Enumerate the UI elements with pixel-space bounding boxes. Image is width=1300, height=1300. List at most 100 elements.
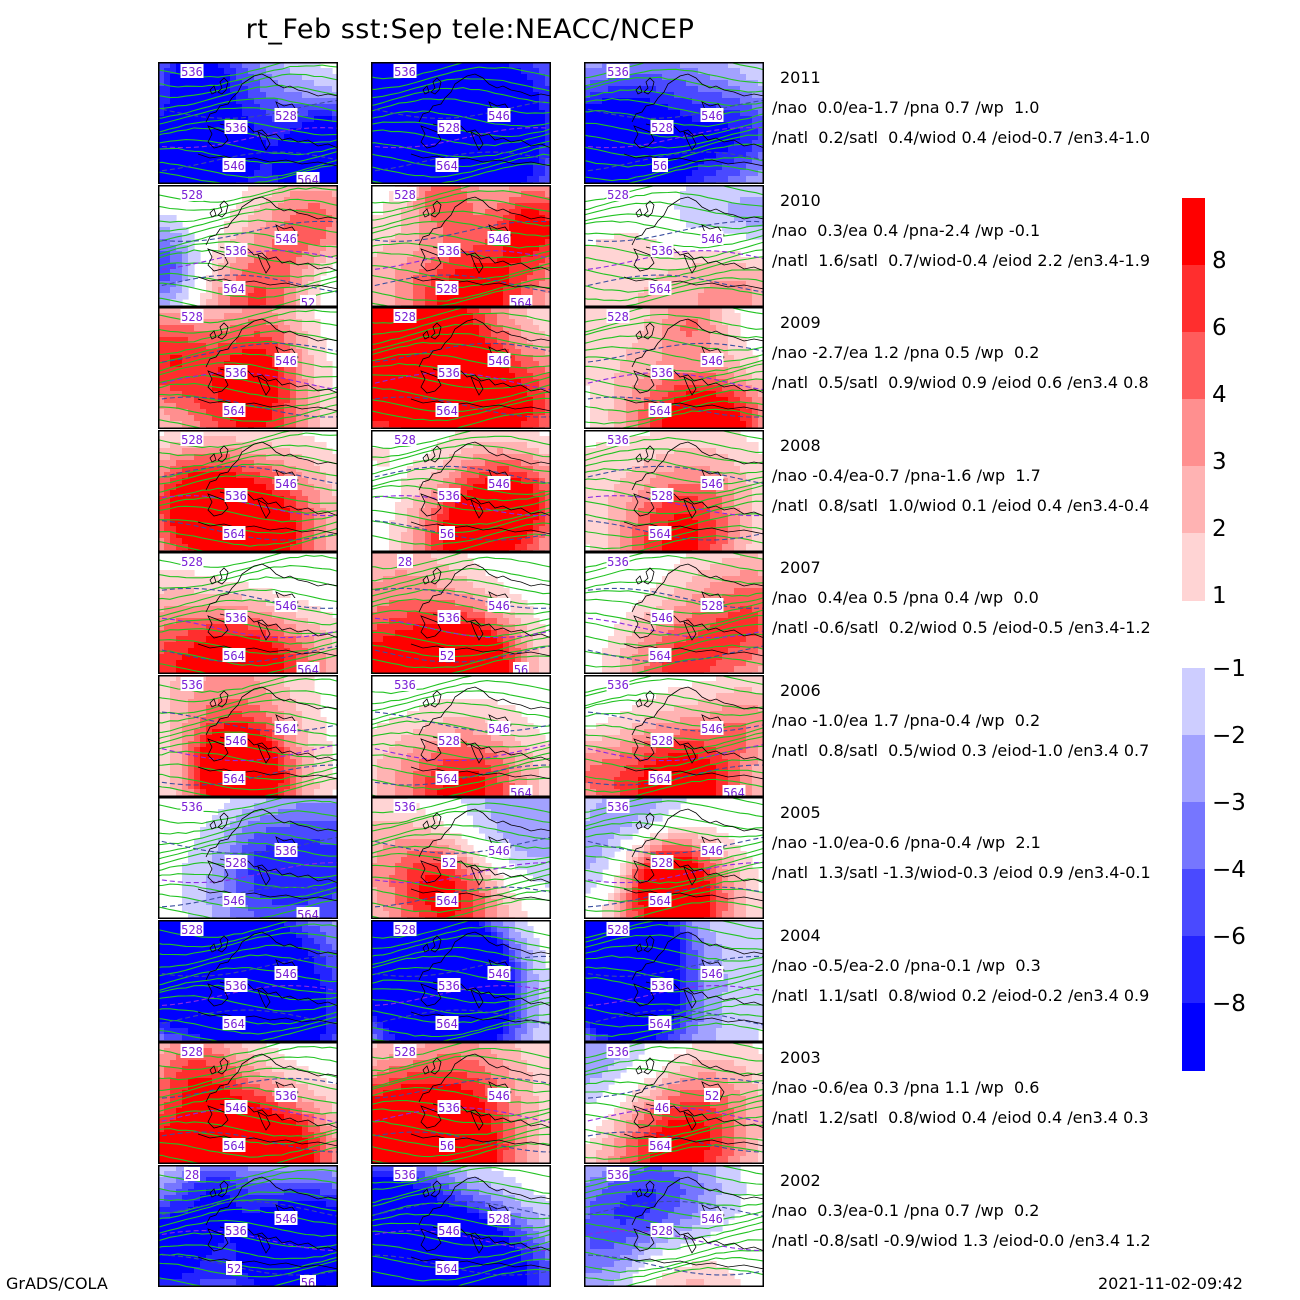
contour-label: 546 [488, 232, 510, 246]
colorbar-tick-label: 4 [1212, 382, 1227, 408]
contour-label: 528 [438, 121, 460, 135]
contour-label: 536 [181, 678, 203, 692]
contour-label: 536 [225, 611, 247, 625]
contour-label: 564 [649, 1139, 671, 1153]
contour-label: 536 [394, 65, 416, 79]
contour-label: 546 [275, 354, 297, 368]
contour-label: 536 [394, 678, 416, 692]
contour-label: 528 [181, 433, 203, 447]
contour-label: 536 [651, 979, 673, 993]
contour-label: 546 [701, 232, 723, 246]
contour-label: 564 [297, 173, 319, 184]
contour-label: 56 [440, 1139, 454, 1153]
contour-label: 528 [181, 188, 203, 202]
footer-right: 2021-11-02-09:42 [1098, 1274, 1243, 1293]
colorbar-cell [1182, 265, 1205, 333]
teleconnection-indices: /nao 0.3/ea-0.1 /pna 0.7 /wp 0.2 [772, 1200, 1040, 1220]
contour-label: 564 [649, 772, 671, 786]
map-panel-2005-1: 536 528 536 546 564 [158, 797, 338, 919]
contour-label: 564 [223, 404, 245, 418]
colorbar-tick-label: 6 [1212, 315, 1227, 341]
contour-label: 536 [651, 366, 673, 380]
contour-label: 528 [275, 109, 297, 123]
contour-label: 546 [488, 599, 510, 613]
contour-label: 564 [649, 649, 671, 663]
colorbar-cell [1182, 735, 1205, 803]
contour-label: 56 [301, 1276, 315, 1287]
teleconnection-indices: /nao -0.6/ea 0.3 /pna 1.1 /wp 0.6 [772, 1078, 1040, 1097]
map-panel-2003-1: 528 546 536 564 [158, 1042, 338, 1164]
contour-label: 546 [701, 722, 723, 736]
contour-label: 564 [436, 1017, 458, 1031]
contour-label: 536 [607, 678, 629, 692]
contour-label: 56 [440, 527, 454, 541]
contour-label: 52 [301, 296, 315, 307]
contour-label: 528 [607, 188, 629, 202]
colorbar-positive: 8 6 4 3 2 1 [1182, 198, 1227, 609]
contour-label: 528 [394, 188, 416, 202]
map-panel-2002-2: 536 546 528 564 [371, 1164, 551, 1287]
contour-label: 528 [488, 1212, 510, 1226]
contour-label: 564 [510, 296, 532, 307]
contour-label: 56 [653, 159, 667, 173]
contour-label: 564 [723, 786, 745, 797]
contour-label: 536 [225, 244, 247, 258]
map-panel-2010-2: 528 536 546 528 564 [371, 184, 551, 307]
contour-label: 546 [701, 354, 723, 368]
contour-label: 546 [701, 109, 723, 123]
contour-label: 564 [436, 772, 458, 786]
colorbar-cell [1182, 802, 1205, 870]
colorbar-cell [1182, 1003, 1205, 1071]
contour-label: 546 [488, 109, 510, 123]
contour-label: 536 [438, 979, 460, 993]
teleconnection-indices: /nao -1.0/ea-0.6 /pna-0.4 /wp 2.1 [772, 833, 1041, 852]
map-panel-2011-3: 536 528 546 56 [584, 62, 764, 184]
contour-label: 564 [223, 282, 245, 296]
map-panel-2008-2: 528 536 546 56 [371, 429, 551, 552]
contour-label: 536 [225, 1224, 247, 1238]
contour-label: 528 [701, 599, 723, 613]
map-panel-2006-1: 536 546 564 564 [158, 674, 338, 797]
contour-label: 536 [438, 611, 460, 625]
contour-label: 564 [275, 722, 297, 736]
map-panel-2010-3: 528 536 546 564 [584, 184, 764, 307]
contour-label: 564 [223, 772, 245, 786]
contour-label: 528 [651, 121, 673, 135]
contour-label: 546 [275, 599, 297, 613]
contour-label: 52 [440, 649, 454, 663]
contour-label: 536 [225, 121, 247, 135]
year-label: 2006 [780, 680, 821, 700]
colorbar-tick-label: 1 [1212, 583, 1227, 609]
contour-label: 564 [649, 527, 671, 541]
map-panel-2007-3: 536 546 528 564 [584, 552, 764, 674]
contour-label: 46 [655, 1101, 669, 1115]
map-panel-2009-3: 528 536 546 564 [584, 307, 764, 429]
year-label: 2009 [780, 313, 821, 332]
colorbar-tick-label: −2 [1212, 723, 1246, 749]
contour-label: 546 [701, 1212, 723, 1226]
contour-label: 546 [223, 159, 245, 173]
contour-label: 546 [701, 967, 723, 981]
contour-label: 564 [436, 159, 458, 173]
contour-label: 546 [488, 1089, 510, 1103]
map-panel-2008-1: 528 536 546 564 [158, 429, 338, 552]
contour-label: 528 [225, 856, 247, 870]
contour-label: 536 [225, 979, 247, 993]
contour-label: 564 [510, 786, 532, 797]
contour-label: 536 [438, 366, 460, 380]
sst-indices: /natl -0.8/satl -0.9/wiod 1.3 /eiod-0.0 … [772, 1230, 1151, 1250]
map-panel-2006-3: 536 528 546 564 564 [584, 674, 764, 797]
contour-label: 528 [181, 1045, 203, 1059]
map-panel-2006-2: 536 528 546 564 564 [371, 674, 551, 797]
contour-label: 528 [651, 856, 673, 870]
contour-label: 528 [651, 1224, 673, 1238]
contour-label: 528 [181, 923, 203, 937]
contour-label: 536 [607, 433, 629, 447]
contour-label: 546 [438, 1224, 460, 1238]
contour-label: 528 [181, 555, 203, 569]
contour-label: 546 [275, 967, 297, 981]
map-panel-2011-1: 536 536 528 546 564 [158, 62, 338, 184]
teleconnection-indices: /nao -2.7/ea 1.2 /pna 0.5 /wp 0.2 [772, 343, 1040, 362]
contour-label: 528 [394, 923, 416, 937]
